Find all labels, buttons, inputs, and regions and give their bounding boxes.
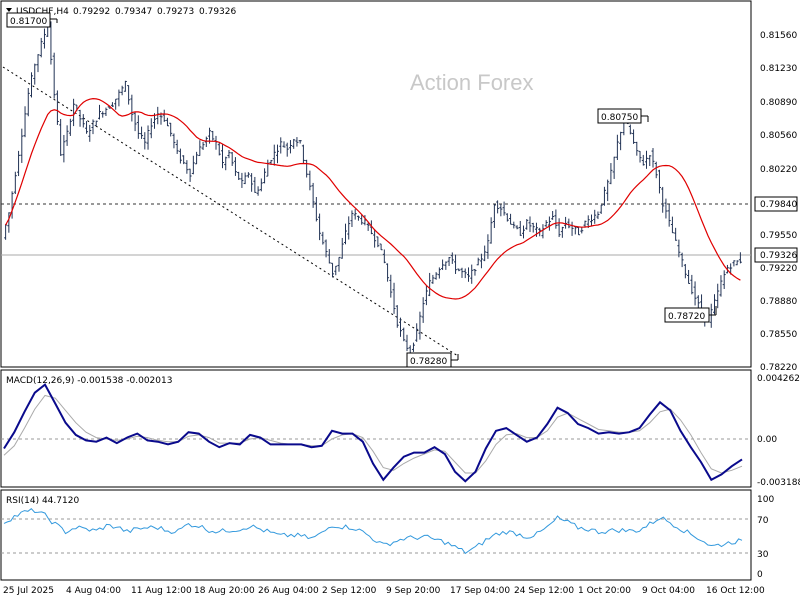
annotation-recent-low: 0.78720 xyxy=(664,306,717,323)
x-tick: 9 Sep 20:00 xyxy=(386,586,441,596)
rsi-tick: 0 xyxy=(757,570,763,580)
rsi-tick: 70 xyxy=(757,516,769,526)
ohlc-close: 0.79326 xyxy=(199,7,236,17)
annotation-peak: 0.80750 xyxy=(597,108,649,124)
level-label-box xyxy=(754,196,798,212)
x-tick: 9 Oct 04:00 xyxy=(642,586,695,596)
price-header: USDCHF,H4 0.79292 0.79347 0.79273 0.7932… xyxy=(6,7,236,17)
price-tick: 0.80890 xyxy=(760,98,797,108)
price-tick: 0.78550 xyxy=(760,330,797,340)
current-price-box xyxy=(754,247,798,263)
current-price-label: 0.79326 xyxy=(760,251,797,261)
price-tick: 0.79220 xyxy=(760,264,797,274)
symbol-title: USDCHF,H4 xyxy=(16,7,69,17)
collapse-triangle-icon[interactable] xyxy=(6,8,12,12)
price-y-axis: 0.81560 0.81230 0.80890 0.80560 0.80220 … xyxy=(760,31,797,373)
price-tick: 0.80220 xyxy=(760,165,797,175)
annotation-low: 0.78280 xyxy=(406,352,459,368)
rsi-panel-frame xyxy=(0,489,752,581)
annotation-label: 0.80750 xyxy=(601,113,638,123)
ohlc-high: 0.79347 xyxy=(115,7,152,17)
price-panel-frame xyxy=(0,0,752,368)
moving-average-line xyxy=(5,97,741,300)
candles-group xyxy=(4,21,742,361)
rsi-tick: 100 xyxy=(757,495,774,505)
macd-title: MACD(12,26,9) -0.001538 -0.002013 xyxy=(6,376,172,386)
macd-panel-frame xyxy=(0,369,752,488)
rsi-line xyxy=(3,508,743,555)
price-tick: 0.78220 xyxy=(760,363,797,373)
macd-tick: 0.004262 xyxy=(757,374,800,384)
x-tick: 17 Sep 04:00 xyxy=(450,586,510,596)
price-tick: 0.80560 xyxy=(760,131,797,141)
macd-main-line xyxy=(3,383,743,483)
x-tick: 1 Oct 20:00 xyxy=(578,586,631,596)
x-tick: 18 Aug 20:00 xyxy=(194,586,255,596)
ohlc-low: 0.79273 xyxy=(157,7,194,17)
price-tick: 0.81230 xyxy=(760,64,797,74)
x-tick: 11 Aug 12:00 xyxy=(131,586,192,596)
x-tick: 4 Aug 04:00 xyxy=(66,586,121,596)
level-label: 0.79840 xyxy=(760,200,797,210)
annotation-label: 0.78720 xyxy=(668,312,705,322)
ohlc-open: 0.79292 xyxy=(73,7,110,17)
macd-tick: -0.003188 xyxy=(757,478,800,488)
rsi-title: RSI(14) 44.7120 xyxy=(6,496,79,506)
x-tick: 25 Jul 2025 xyxy=(3,586,54,596)
watermark: Action Forex xyxy=(410,70,534,95)
rsi-tick: 30 xyxy=(757,550,769,560)
price-tick: 0.81560 xyxy=(760,31,797,41)
macd-signal-line xyxy=(3,394,743,474)
price-tick: 0.79550 xyxy=(760,231,797,241)
x-tick: 26 Aug 04:00 xyxy=(258,586,319,596)
x-axis: 25 Jul 2025 4 Aug 04:00 11 Aug 12:00 18 … xyxy=(3,586,765,596)
x-tick: 2 Sep 12:00 xyxy=(322,586,377,596)
x-tick: 24 Sep 12:00 xyxy=(514,586,574,596)
macd-tick: 0.00 xyxy=(757,435,777,445)
price-tick: 0.78880 xyxy=(760,297,797,307)
x-tick: 16 Oct 12:00 xyxy=(706,586,765,596)
annotation-high: 0.81700 xyxy=(6,12,58,28)
annotation-label: 0.81700 xyxy=(10,17,47,27)
annotation-label: 0.78280 xyxy=(410,357,447,367)
